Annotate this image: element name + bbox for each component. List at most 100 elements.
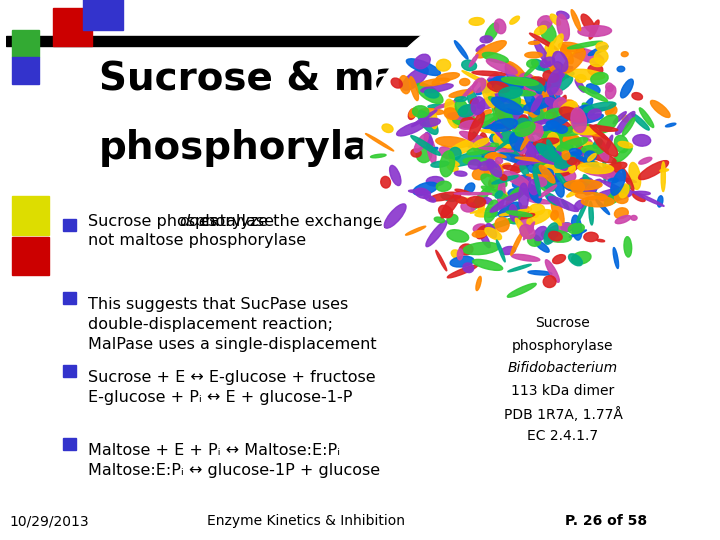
Ellipse shape xyxy=(568,224,585,234)
Ellipse shape xyxy=(500,131,511,149)
Ellipse shape xyxy=(410,77,418,100)
Text: This suggests that SucPase uses
double-displacement reaction;
MalPase uses a sin: This suggests that SucPase uses double-d… xyxy=(89,297,377,352)
Ellipse shape xyxy=(544,223,558,244)
Ellipse shape xyxy=(660,169,669,172)
Ellipse shape xyxy=(544,153,571,166)
Ellipse shape xyxy=(589,185,595,190)
Ellipse shape xyxy=(489,179,495,188)
Ellipse shape xyxy=(463,158,492,165)
Ellipse shape xyxy=(483,197,493,204)
Ellipse shape xyxy=(525,124,539,134)
Ellipse shape xyxy=(492,176,518,184)
Ellipse shape xyxy=(547,197,555,201)
Ellipse shape xyxy=(416,147,432,163)
Ellipse shape xyxy=(534,40,551,66)
Ellipse shape xyxy=(559,107,585,122)
Ellipse shape xyxy=(546,121,561,131)
Ellipse shape xyxy=(535,172,560,182)
Ellipse shape xyxy=(540,21,557,44)
Ellipse shape xyxy=(449,160,459,165)
Ellipse shape xyxy=(530,33,557,50)
Ellipse shape xyxy=(455,189,471,194)
Ellipse shape xyxy=(531,59,545,70)
Ellipse shape xyxy=(490,176,509,201)
Ellipse shape xyxy=(551,118,572,133)
Text: PDB 1R7A, 1.77Å: PDB 1R7A, 1.77Å xyxy=(503,407,622,422)
Ellipse shape xyxy=(564,156,578,168)
Ellipse shape xyxy=(566,154,598,166)
Ellipse shape xyxy=(397,122,426,136)
Ellipse shape xyxy=(575,192,607,200)
Ellipse shape xyxy=(406,59,441,76)
Ellipse shape xyxy=(506,147,521,155)
Ellipse shape xyxy=(517,203,526,214)
Ellipse shape xyxy=(534,226,547,241)
Ellipse shape xyxy=(534,177,546,186)
Bar xyxy=(63,365,76,377)
Ellipse shape xyxy=(547,105,559,111)
Ellipse shape xyxy=(553,82,560,105)
Ellipse shape xyxy=(584,146,595,163)
Ellipse shape xyxy=(464,183,474,193)
Ellipse shape xyxy=(500,163,510,169)
Ellipse shape xyxy=(495,191,503,198)
Ellipse shape xyxy=(542,92,546,111)
Ellipse shape xyxy=(569,48,603,63)
Ellipse shape xyxy=(476,276,481,291)
Ellipse shape xyxy=(579,160,598,167)
Ellipse shape xyxy=(629,163,641,190)
Ellipse shape xyxy=(543,276,556,287)
Ellipse shape xyxy=(381,177,390,188)
Ellipse shape xyxy=(492,153,506,158)
Ellipse shape xyxy=(553,110,559,130)
Ellipse shape xyxy=(579,105,595,116)
Ellipse shape xyxy=(415,188,431,198)
Ellipse shape xyxy=(496,117,502,120)
Ellipse shape xyxy=(495,217,509,232)
Ellipse shape xyxy=(574,107,589,133)
Ellipse shape xyxy=(556,96,566,116)
Ellipse shape xyxy=(409,108,418,117)
Ellipse shape xyxy=(366,133,394,151)
Ellipse shape xyxy=(562,151,570,160)
Ellipse shape xyxy=(526,159,534,172)
Ellipse shape xyxy=(526,174,548,177)
Ellipse shape xyxy=(563,137,571,142)
Ellipse shape xyxy=(606,104,616,114)
Ellipse shape xyxy=(576,156,604,171)
Ellipse shape xyxy=(557,15,570,40)
Ellipse shape xyxy=(500,104,526,112)
Ellipse shape xyxy=(503,97,537,113)
Ellipse shape xyxy=(495,122,511,146)
Ellipse shape xyxy=(501,246,516,254)
Ellipse shape xyxy=(482,117,508,125)
Ellipse shape xyxy=(548,140,564,156)
Bar xyxy=(63,292,76,304)
Ellipse shape xyxy=(500,210,529,215)
Text: Bifidobacterium: Bifidobacterium xyxy=(508,361,618,375)
Ellipse shape xyxy=(552,198,564,226)
Ellipse shape xyxy=(492,94,521,106)
Ellipse shape xyxy=(498,180,505,208)
Ellipse shape xyxy=(546,132,559,152)
Text: catalyze the exchange;: catalyze the exchange; xyxy=(196,214,388,229)
Ellipse shape xyxy=(449,152,485,166)
Ellipse shape xyxy=(534,138,559,146)
Ellipse shape xyxy=(650,100,670,118)
Ellipse shape xyxy=(584,138,593,146)
Ellipse shape xyxy=(480,145,495,157)
Ellipse shape xyxy=(506,211,532,217)
Ellipse shape xyxy=(447,230,469,242)
Ellipse shape xyxy=(592,107,609,112)
Ellipse shape xyxy=(541,72,568,89)
Ellipse shape xyxy=(622,114,629,122)
Ellipse shape xyxy=(557,126,567,133)
Ellipse shape xyxy=(490,119,518,132)
Ellipse shape xyxy=(550,76,572,93)
Ellipse shape xyxy=(614,208,629,219)
Ellipse shape xyxy=(593,139,602,148)
Ellipse shape xyxy=(554,98,566,111)
Ellipse shape xyxy=(523,98,557,111)
Ellipse shape xyxy=(520,75,540,99)
Ellipse shape xyxy=(533,107,544,124)
